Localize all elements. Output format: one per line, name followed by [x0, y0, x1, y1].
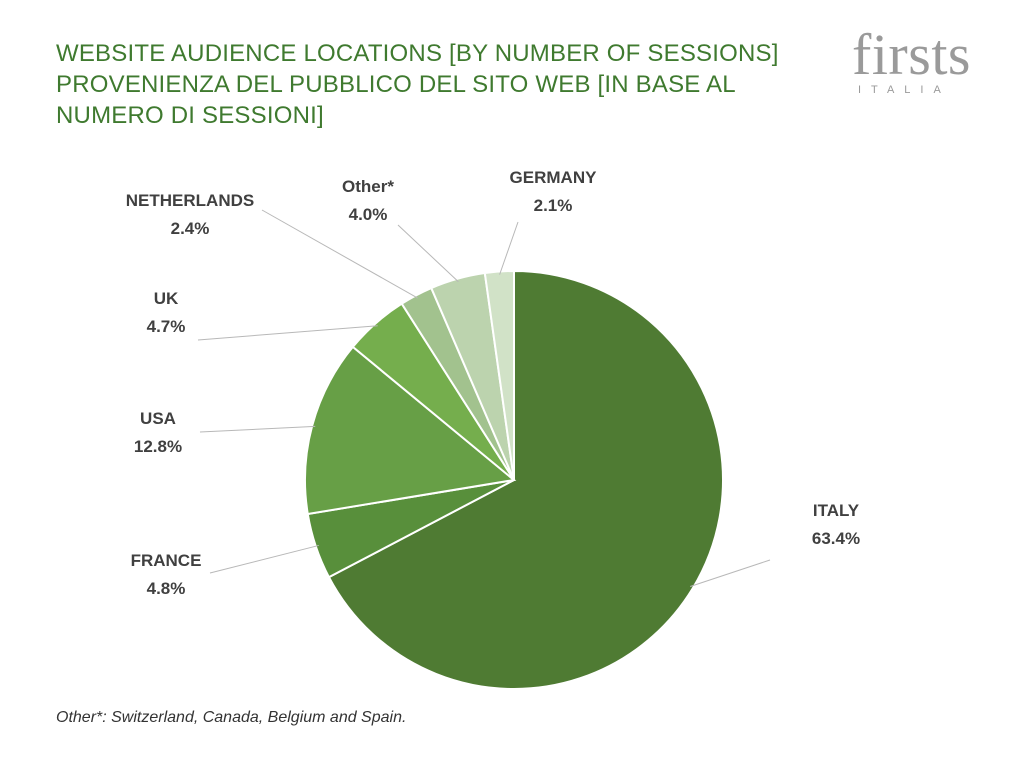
- leader-line-germany: [499, 221, 519, 275]
- logo-subtitle: ITALIA: [858, 84, 951, 96]
- slice-value-uk: 4.7%: [147, 317, 186, 336]
- slice-value-italy: 63.4%: [812, 529, 860, 548]
- leader-lines: [197, 209, 771, 587]
- title-line-1: WEBSITE AUDIENCE LOCATIONS [BY NUMBER OF…: [56, 40, 779, 67]
- title-line-3: NUMERO DI SESSIONI]: [56, 102, 324, 129]
- firsts-italia-logo: firsts ITALIA: [852, 22, 986, 102]
- slice-label-other: Other*: [342, 177, 394, 196]
- slice-value-usa: 12.8%: [134, 437, 182, 456]
- logo-wordmark: firsts: [852, 22, 971, 87]
- leader-line-usa: [199, 425, 316, 433]
- leader-line-italy: [690, 559, 771, 587]
- slice-labels: ITALY 63.4% FRANCE 4.8% USA 12.8% UK 4.7% NETHER…: [126, 168, 860, 598]
- leader-line-netherlands: [261, 209, 418, 299]
- slice-label-france: FRANCE: [131, 551, 202, 570]
- title-line-2: PROVENIENZA DEL PUBBLICO DEL SITO WEB [I…: [56, 71, 736, 98]
- pie-slice-italy: [327, 269, 724, 690]
- slice-value-germany: 2.1%: [534, 196, 573, 215]
- chart-title: WEBSITE AUDIENCE LOCATIONS [BY NUMBER OF…: [56, 38, 856, 131]
- slice-value-other: 4.0%: [349, 205, 388, 224]
- slice-label-germany: GERMANY: [510, 168, 598, 187]
- pie-slice-germany: [483, 269, 515, 481]
- leader-line-other: [397, 224, 459, 283]
- leader-line-uk: [197, 325, 378, 341]
- pie-slices: [304, 269, 724, 690]
- slice-value-netherlands: 2.4%: [171, 219, 210, 238]
- pie-slice-usa: [304, 345, 517, 516]
- slice-label-netherlands: NETHERLANDS: [126, 191, 254, 210]
- slice-value-france: 4.8%: [147, 579, 186, 598]
- slice-label-uk: UK: [154, 289, 179, 308]
- footnote: Other*: Switzerland, Canada, Belgium and…: [56, 709, 407, 726]
- leader-line-france: [209, 544, 319, 574]
- slice-label-usa: USA: [140, 409, 176, 428]
- slice-label-italy: ITALY: [813, 501, 860, 520]
